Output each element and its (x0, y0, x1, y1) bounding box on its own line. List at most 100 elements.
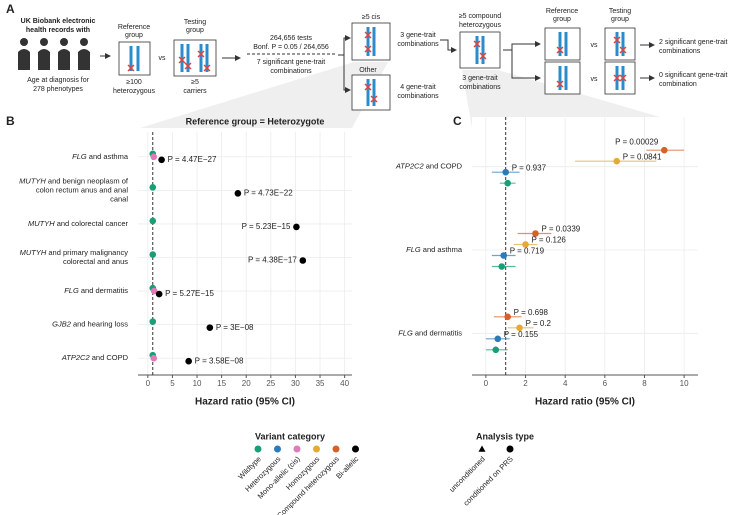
variant-cross (178, 56, 186, 64)
p-value-label: P = 0.0339 (541, 225, 580, 234)
branch-result: 3 gene-trait (400, 32, 435, 39)
marker (150, 287, 158, 295)
x-tick-label: 10 (680, 379, 689, 388)
marker (500, 252, 508, 259)
marker (299, 257, 307, 264)
x-tick-label: 8 (642, 379, 647, 388)
category-label: FLG and asthma (72, 152, 129, 161)
outcome: combination (659, 81, 697, 88)
marker (660, 146, 668, 154)
vs: vs (591, 76, 599, 83)
legend-marker (254, 445, 262, 453)
variant-cross (473, 40, 481, 48)
outcome: 0 significant gene-trait (659, 72, 728, 79)
group-title: group (553, 16, 571, 23)
phenotypes: Age at diagnosis for (27, 77, 90, 84)
group-box (118, 41, 151, 76)
criteria: heterozygous (113, 88, 156, 95)
criteria: ≥100 (126, 79, 142, 86)
legend-marker (293, 445, 301, 453)
person-head (60, 38, 68, 46)
x-tick-label: 30 (291, 379, 300, 388)
variant-cross (184, 62, 192, 70)
person-head (40, 38, 48, 46)
marker (185, 357, 192, 365)
legend-marker (332, 445, 340, 453)
group-box (544, 27, 581, 61)
category-label: ATP2C2 and COPD (395, 162, 463, 171)
zoom-wedge (462, 70, 698, 128)
person-body (38, 49, 50, 70)
x-tick-label: 4 (563, 379, 568, 388)
person-head (20, 38, 28, 46)
category-label: FLG and dermatitis (64, 286, 128, 295)
p-value-label: P = 3.58E−08 (195, 356, 244, 365)
group-box (604, 61, 636, 95)
variant-cross (556, 80, 564, 88)
p-value-label: P = 0.0841 (623, 152, 662, 161)
arrow (440, 39, 457, 53)
p-value-label: P = 5.27E−15 (165, 289, 214, 298)
outcome: combinations (659, 48, 701, 55)
criteria: ≥5 (191, 79, 199, 86)
marker (504, 313, 511, 321)
source: UK Biobank electronic (21, 18, 96, 25)
category-label: MUTYH and primary malignancy colorectal a… (20, 248, 129, 266)
legend-marker (506, 445, 514, 453)
marker (532, 230, 539, 237)
marker (492, 346, 500, 354)
variant-cross (370, 95, 378, 103)
x-tick-label: 10 (193, 379, 202, 388)
x-tick-label: 0 (146, 379, 151, 388)
branch-result: 3 gene-trait (462, 75, 497, 82)
plot-area (472, 117, 698, 375)
p-value-label: P = 0.719 (510, 247, 545, 256)
plot-area (138, 132, 352, 375)
marker (498, 263, 506, 270)
variant-cross (619, 46, 627, 54)
legend-marker (478, 445, 486, 452)
marker (502, 168, 510, 176)
variant-cross (556, 46, 564, 54)
marker (158, 156, 165, 164)
group-title: group (125, 32, 143, 39)
tests: Bonf. P = 0.05 / 264,656 (253, 44, 329, 51)
x-tick-label: 25 (266, 379, 275, 388)
branch-title: Other (359, 67, 377, 74)
variant-cross (127, 64, 135, 72)
branch-result: combinations (397, 41, 439, 48)
x-tick-label: 35 (316, 379, 325, 388)
p-value-label: P = 0.698 (514, 308, 549, 317)
p-value-label: P = 0.937 (512, 163, 547, 172)
p-value-label: P = 4.38E−17 (248, 256, 297, 265)
arrow (511, 50, 541, 81)
vs: vs (591, 42, 599, 49)
group-box (459, 31, 501, 69)
marker (149, 184, 157, 191)
marker (504, 179, 511, 187)
variant-cross (197, 50, 205, 58)
outcome: 2 significant gene-trait (659, 39, 728, 46)
variant-cross (619, 74, 627, 82)
p-value-label: P = 4.73E−22 (244, 188, 293, 197)
marker (613, 157, 621, 165)
x-axis-title: Hazard ratio (95% CI) (535, 397, 635, 408)
diagram-shapes (18, 22, 698, 128)
person-body (58, 49, 70, 70)
branch-result: combinations (397, 93, 439, 100)
panel-label: C (453, 114, 462, 128)
marker (149, 318, 157, 325)
x-tick-label: 6 (603, 379, 608, 388)
marker (516, 324, 523, 332)
vs: vs (159, 55, 167, 62)
source: health records with (26, 27, 90, 34)
arrow (503, 41, 541, 51)
x-tick-label: 15 (217, 379, 226, 388)
zoom-wedge (140, 62, 388, 128)
legend-title: Analysis type (476, 431, 534, 441)
phenotypes: 278 phenotypes (33, 86, 83, 93)
p-value-label: P = 0.2 (526, 319, 552, 328)
group-box (351, 74, 391, 111)
arrow (338, 35, 351, 56)
